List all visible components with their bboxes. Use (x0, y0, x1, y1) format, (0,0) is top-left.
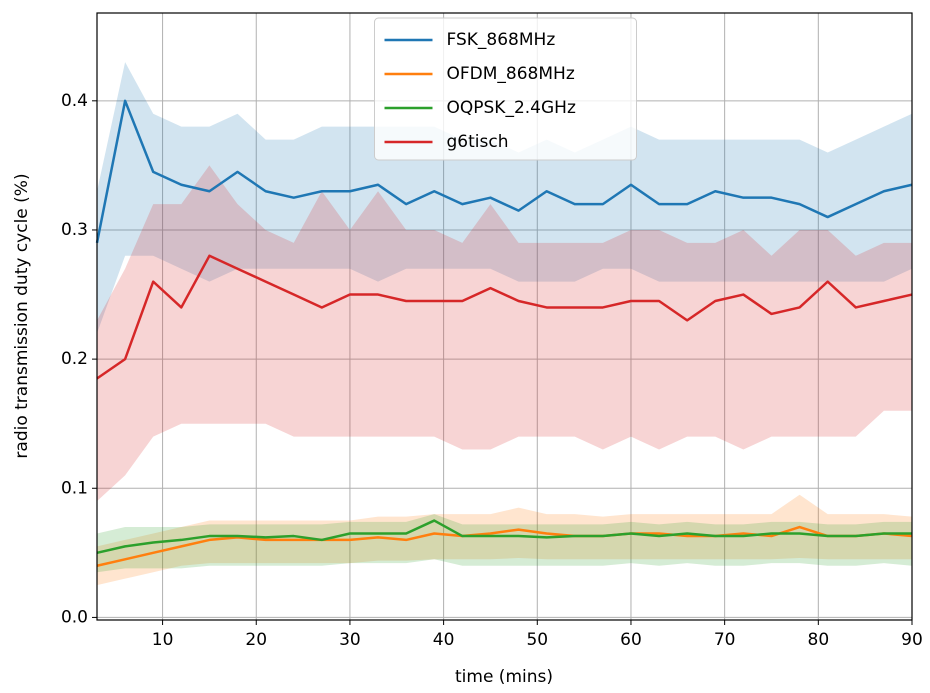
y-tick-label: 0.2 (61, 349, 88, 369)
band (97, 62, 912, 334)
x-tick-label: 60 (620, 630, 642, 650)
x-axis-label: time (mins) (455, 667, 553, 687)
x-tick-label: 20 (245, 630, 267, 650)
x-tick-label: 30 (339, 630, 361, 650)
series-line (95, 99, 913, 244)
legend: FSK_868MHz OFDM_868MHz OQPSK_2.4GHz g6tisch (374, 17, 637, 161)
legend-label: FSK_868MHz (447, 30, 556, 50)
y-axis-label: radio transmission duty cycle (%) (12, 173, 32, 458)
legend-label: OFDM_868MHz (447, 64, 575, 84)
series-line (96, 254, 913, 380)
y-tick-label: 0.4 (61, 91, 88, 111)
x-tick-label: 10 (152, 630, 174, 650)
band (97, 165, 912, 502)
band (97, 514, 912, 573)
y-tick-label: 0.3 (61, 220, 88, 240)
legend-box (374, 17, 637, 161)
legend-label: g6tisch (447, 132, 509, 152)
x-tick-label: 40 (433, 630, 455, 650)
legend-label: OQPSK_2.4GHz (447, 98, 576, 118)
series-line (96, 519, 912, 555)
y-tick-label: 0.0 (61, 607, 88, 627)
plot-frame (96, 12, 913, 621)
x-tick-label: 50 (526, 630, 548, 650)
band (97, 494, 912, 586)
x-tick-label: 90 (901, 630, 923, 650)
x-tick-label: 80 (808, 630, 830, 650)
y-tick-label: 0.1 (61, 478, 88, 498)
x-tick-label: 70 (714, 630, 736, 650)
